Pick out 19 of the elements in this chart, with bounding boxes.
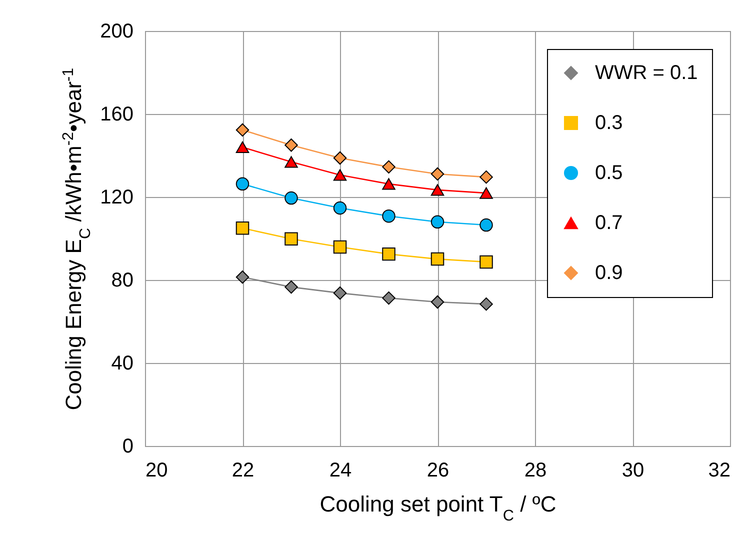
y-tick-label: 0 [122,436,134,458]
x-tick-label: 30 [622,460,644,482]
legend-label: 0.5 [595,162,623,184]
x-tick-label: 20 [146,460,168,482]
y-tick-label: 120 [100,186,134,208]
legend-label: 0.7 [595,212,623,234]
x-tick-label: 28 [524,460,547,482]
y-tick-label: 40 [111,352,134,374]
y-tick-label: 200 [100,20,134,42]
legend-label: WWR = 0.1 [595,62,698,84]
legend-label: 0.9 [595,262,623,284]
y-tick-label: 160 [100,104,134,126]
x-tick-label: 26 [426,460,450,482]
x-axis-title: Cooling set point T$_{C}$ / ºC [320,492,556,524]
x-tick-label: 32 [708,460,730,482]
x-tick-label: 22 [232,460,254,482]
legend-label: 0.3 [595,112,623,134]
x-tick-label: 24 [329,460,352,482]
y-tick-label: 80 [111,270,134,292]
